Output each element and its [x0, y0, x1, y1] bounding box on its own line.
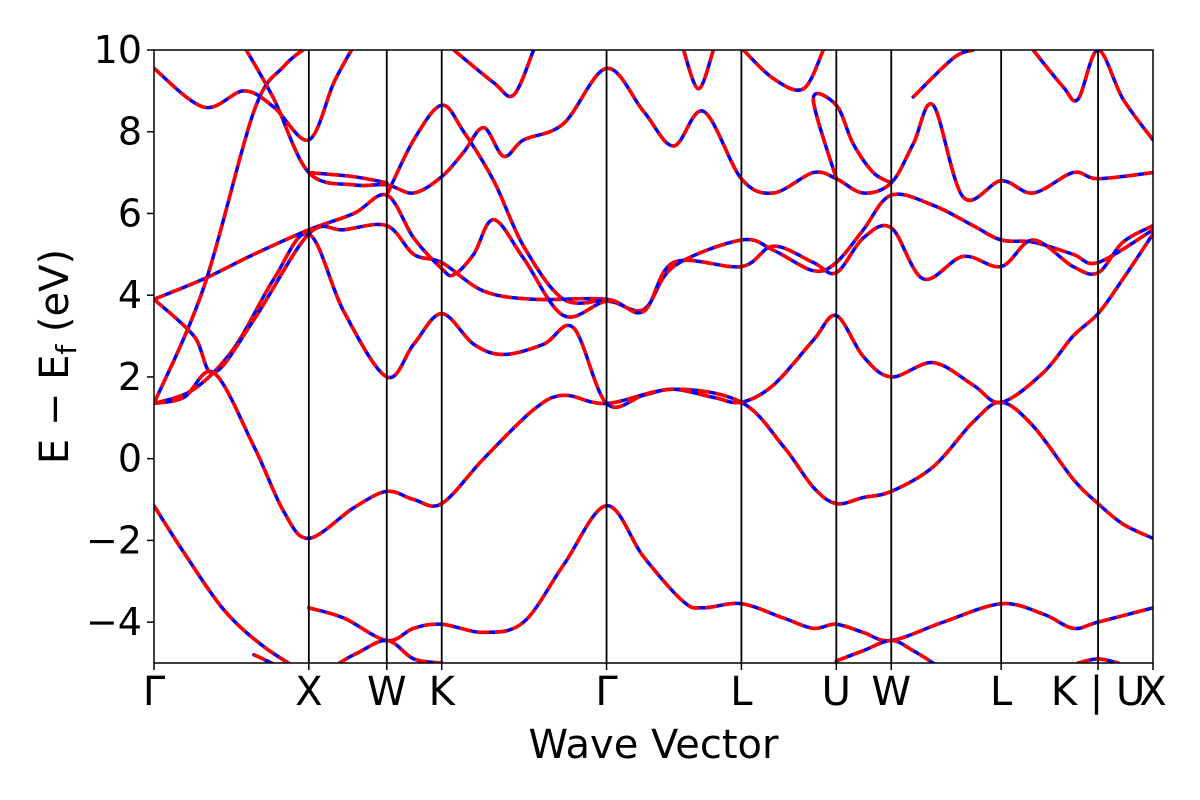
band-14-spin-down — [452, 50, 536, 99]
band-0-spin-down — [154, 504, 292, 663]
y-tick-label: 10 — [94, 28, 142, 72]
band-3-spin-up — [834, 638, 935, 663]
band-1-spin-up — [307, 503, 1153, 643]
band-8-spin-down — [154, 222, 1153, 375]
y-tick-label: −4 — [86, 600, 142, 644]
x-axis-label: Wave Vector — [529, 722, 780, 768]
y-axis-label-unit: (eV) — [32, 249, 78, 345]
band-6-spin-down — [154, 369, 1153, 541]
band-9-spin-down — [154, 50, 307, 405]
band-3-spin-down — [835, 638, 935, 663]
x-tick-label: K — [429, 669, 457, 715]
y-axis-label-main: E − E — [32, 355, 78, 465]
band-15-spin-down — [681, 50, 716, 91]
y-tick-label: 2 — [118, 355, 142, 399]
band-10-spin-up — [244, 50, 1153, 202]
high-symmetry-lines — [307, 50, 1099, 663]
y-tick-label: 6 — [118, 191, 142, 235]
y-tick-label: −2 — [86, 518, 142, 562]
band-13-spin-down — [308, 170, 388, 185]
band-14-spin-up — [451, 50, 536, 99]
x-tick-label: L — [990, 669, 1013, 715]
y-tick-label: 4 — [118, 273, 142, 317]
band-12-spin-down — [385, 103, 607, 305]
bands-layer — [154, 50, 1153, 663]
x-tick-label: U — [822, 669, 851, 715]
band-2-spin-down — [253, 638, 442, 663]
band-18-spin-down — [911, 50, 974, 99]
band-10-spin-down — [244, 50, 1153, 202]
x-tick-label: W — [871, 669, 911, 715]
band-16-spin-down — [742, 50, 825, 92]
x-tick-label: W — [367, 669, 407, 715]
x-tick-label: X — [295, 669, 322, 715]
band-16-spin-up — [741, 50, 826, 92]
x-tick-label: Γ — [595, 669, 618, 715]
band-19-spin-down — [1031, 50, 1153, 141]
x-tick-label: L — [730, 669, 753, 715]
band-5-spin-down — [154, 231, 1153, 410]
y-axis-label-sub: f — [50, 344, 83, 355]
band-0-spin-up — [154, 503, 292, 663]
x-tick-label: Γ — [143, 669, 166, 715]
band-19-spin-up — [1031, 50, 1153, 142]
x-tick-label: X — [1139, 669, 1166, 715]
band-12-spin-up — [385, 103, 609, 305]
band-1-spin-down — [308, 503, 1153, 643]
y-tick-label: 8 — [118, 110, 142, 154]
band-17-spin-down — [811, 91, 893, 185]
band-6-spin-up — [154, 369, 1153, 541]
y-axis-label: E − Ef (eV) — [32, 249, 83, 464]
y-ticks: −4 −2 0 2 4 6 8 10 — [86, 28, 154, 644]
x-tick-label: K | U — [1051, 669, 1145, 715]
plot-frame — [153, 49, 1154, 664]
y-tick-label: 0 — [118, 437, 142, 481]
band-5-spin-up — [154, 231, 1153, 410]
band-11-spin-down — [154, 50, 354, 142]
